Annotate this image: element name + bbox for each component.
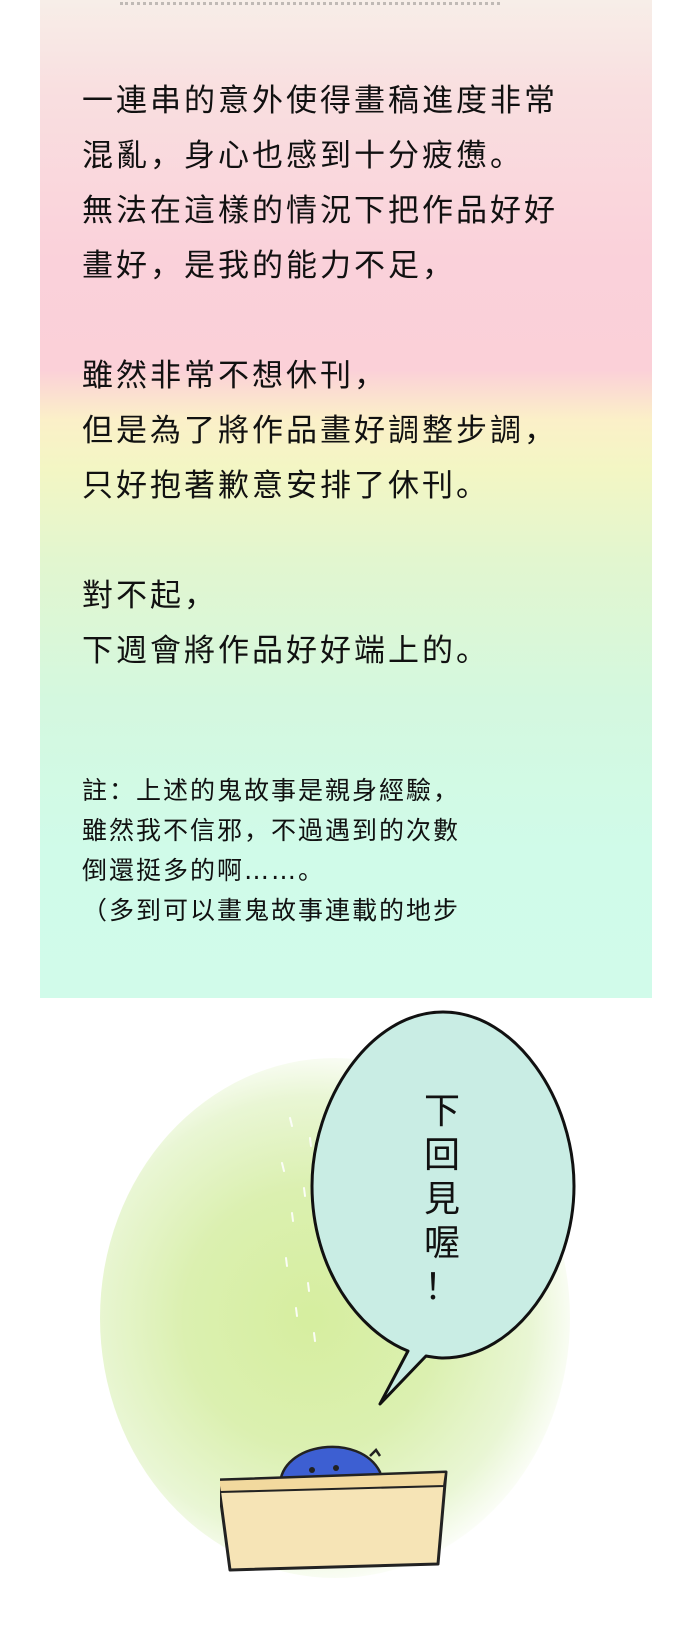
farewell-scene: 下 回 見 喔 ！: [0, 998, 690, 1648]
note-panel: [40, 0, 652, 998]
footnote: 註：上述的鬼故事是親身經驗， 雖然我不信邪，不過遇到的次數 倒還挺多的啊……。 …: [82, 776, 461, 925]
bubble-text: 下 回 見 喔 ！: [423, 1091, 460, 1308]
cut-off-text-line: [120, 0, 500, 5]
mascot-in-box: [220, 1445, 448, 1572]
apology-message: 一連串的意外使得畫稿進度非常 混亂，身心也感到十分疲憊。 無法在這樣的情況下把作…: [82, 83, 558, 669]
speech-bubble: [310, 1010, 576, 1406]
sparkle-dots: [281, 1117, 320, 1342]
